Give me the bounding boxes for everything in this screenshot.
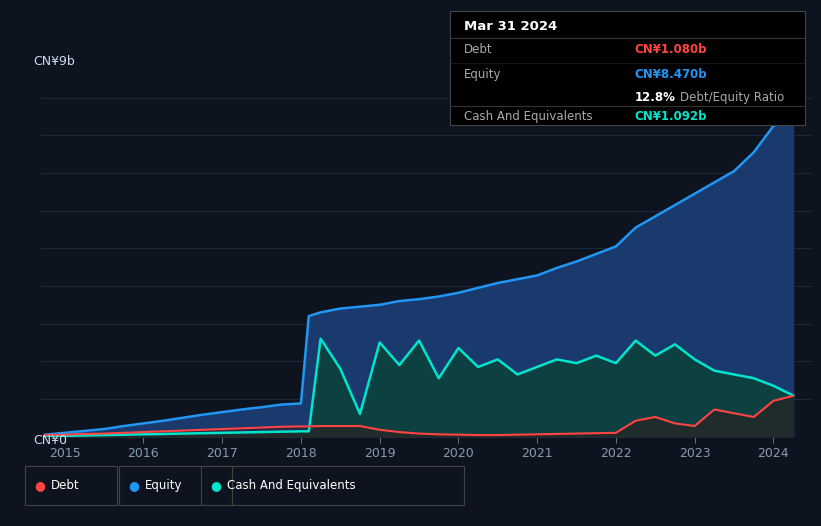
Text: CN¥8.470b: CN¥8.470b <box>635 68 707 81</box>
Text: Debt/Equity Ratio: Debt/Equity Ratio <box>681 91 785 104</box>
Text: 12.8%: 12.8% <box>635 91 675 104</box>
Text: CN¥0: CN¥0 <box>33 434 67 447</box>
Text: CN¥1.080b: CN¥1.080b <box>635 43 707 56</box>
Text: Mar 31 2024: Mar 31 2024 <box>464 19 557 33</box>
Text: Cash And Equivalents: Cash And Equivalents <box>227 479 356 492</box>
Text: ●: ● <box>34 479 45 492</box>
Text: ●: ● <box>210 479 222 492</box>
Text: Debt: Debt <box>464 43 493 56</box>
Text: CN¥9b: CN¥9b <box>33 55 75 68</box>
Text: Equity: Equity <box>145 479 183 492</box>
Text: ●: ● <box>128 479 140 492</box>
Text: Debt: Debt <box>51 479 80 492</box>
Text: Cash And Equivalents: Cash And Equivalents <box>464 110 593 123</box>
Text: Equity: Equity <box>464 68 502 81</box>
Text: CN¥1.092b: CN¥1.092b <box>635 110 707 123</box>
